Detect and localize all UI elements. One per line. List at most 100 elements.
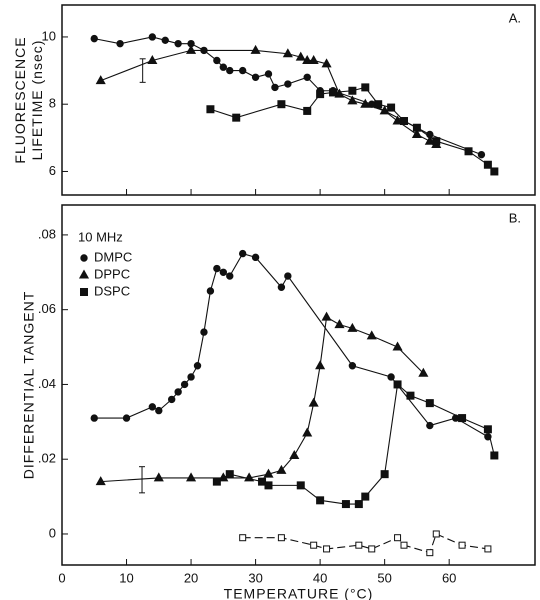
- point: [458, 414, 467, 423]
- point: [239, 534, 247, 542]
- legend-marker: [78, 269, 90, 279]
- point: [148, 33, 157, 41]
- y-tick-label: 0: [49, 525, 56, 540]
- point: [212, 477, 221, 486]
- legend-marker: [80, 288, 88, 296]
- point: [368, 545, 376, 553]
- x-tick-label: 40: [313, 570, 327, 585]
- point: [90, 414, 98, 422]
- x-tick-label: 20: [184, 570, 198, 585]
- point: [238, 249, 247, 258]
- point: [308, 54, 319, 64]
- x-tick-label: 0: [58, 570, 65, 585]
- point: [316, 496, 325, 505]
- y-tick-label: 8: [49, 96, 56, 111]
- point: [284, 80, 292, 88]
- point: [251, 253, 260, 262]
- point: [277, 283, 286, 291]
- x-tick-label: 10: [119, 570, 133, 585]
- series-line: [242, 533, 488, 554]
- point: [425, 399, 434, 408]
- point: [310, 541, 318, 549]
- y-axis-label: FLUORESCENCE: [12, 36, 28, 163]
- point: [284, 272, 292, 280]
- point: [426, 549, 434, 557]
- x-tick-label: 60: [442, 570, 456, 585]
- point: [90, 34, 98, 43]
- point: [360, 98, 371, 108]
- point: [387, 103, 396, 112]
- y-tick-label: .08: [38, 226, 56, 241]
- point: [276, 464, 287, 474]
- point: [155, 406, 163, 415]
- point: [321, 58, 332, 68]
- y-tick-label: 10: [42, 28, 56, 43]
- point: [206, 287, 215, 295]
- point: [406, 391, 415, 400]
- point: [412, 123, 421, 132]
- point: [302, 54, 313, 64]
- point: [400, 117, 409, 126]
- point: [167, 395, 176, 404]
- point: [308, 397, 319, 407]
- point: [95, 476, 106, 486]
- point: [258, 477, 267, 486]
- point: [334, 319, 345, 329]
- point: [348, 362, 357, 370]
- point: [174, 39, 182, 48]
- legend-label: DPPC: [94, 266, 130, 281]
- point: [200, 328, 208, 336]
- point: [483, 425, 492, 434]
- point: [148, 403, 157, 411]
- legend-marker: [80, 254, 88, 262]
- point: [225, 470, 234, 479]
- point: [490, 451, 499, 460]
- point: [458, 541, 466, 549]
- point: [238, 66, 247, 75]
- series-line: [100, 316, 424, 483]
- point: [271, 83, 279, 92]
- plot-frame: [61, 4, 536, 196]
- point: [392, 115, 403, 125]
- point: [186, 472, 197, 482]
- point: [323, 545, 331, 553]
- point: [219, 268, 228, 276]
- point: [193, 362, 202, 370]
- y-axis-label: LIFETIME (nsec): [29, 40, 45, 161]
- x-tick-label: 50: [377, 570, 391, 585]
- point: [432, 137, 441, 146]
- point: [379, 105, 390, 115]
- point: [180, 380, 189, 389]
- point: [187, 373, 195, 381]
- point: [295, 51, 306, 61]
- point: [392, 341, 403, 351]
- y-tick-label: 6: [49, 163, 56, 178]
- point: [315, 360, 326, 370]
- point: [354, 500, 363, 509]
- plot-frame: [61, 204, 536, 566]
- panel-label: B.: [509, 210, 521, 225]
- legend-title: 10 MHz: [78, 229, 123, 244]
- x-axis-label: TEMPERATURE (°C): [224, 586, 374, 600]
- point: [387, 373, 395, 381]
- point: [424, 135, 435, 145]
- point: [289, 449, 300, 459]
- point: [374, 100, 383, 109]
- point: [321, 311, 332, 321]
- point: [432, 530, 440, 538]
- point: [329, 88, 338, 97]
- point: [303, 106, 312, 115]
- point: [147, 54, 158, 64]
- point: [226, 66, 234, 75]
- point: [361, 83, 370, 92]
- y-tick-label: .06: [38, 301, 56, 316]
- series-line: [100, 49, 437, 146]
- point: [296, 481, 305, 490]
- point: [355, 541, 363, 549]
- y-axis-label: DIFFERENTIAL TANGENT: [21, 291, 37, 480]
- point: [232, 113, 241, 122]
- point: [95, 75, 106, 85]
- point: [418, 367, 429, 377]
